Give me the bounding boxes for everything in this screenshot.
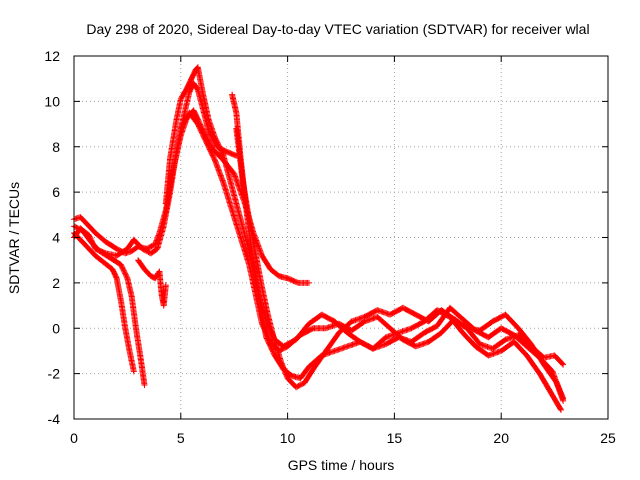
y-tick-label: 4 xyxy=(52,230,60,246)
x-tick-label: 5 xyxy=(177,430,185,446)
series-markers xyxy=(135,257,169,309)
series-arc-1 xyxy=(71,107,312,286)
y-tick-label: 12 xyxy=(44,48,60,64)
y-tick-label: -4 xyxy=(48,411,61,427)
series-arc-7 xyxy=(177,109,567,368)
series-arc-5 xyxy=(135,257,169,309)
x-tick-label: 20 xyxy=(493,430,509,446)
series-arc-9 xyxy=(233,125,567,402)
y-tick-label: 8 xyxy=(52,139,60,155)
chart-title: Day 298 of 2020, Sidereal Day-to-day VTE… xyxy=(86,21,589,37)
axis-ticks: 0 5 10 15 20 25 -4 -2 0 2 4 6 8 10 12 xyxy=(44,48,616,446)
series-markers xyxy=(233,125,567,402)
x-tick-label: 15 xyxy=(387,430,403,446)
y-tick-label: 6 xyxy=(52,184,60,200)
y-tick-label: -2 xyxy=(48,366,61,382)
x-axis-label: GPS time / hours xyxy=(288,457,395,473)
y-axis-label: SDTVAR / TECUs xyxy=(6,182,22,294)
grid xyxy=(74,56,608,419)
x-tick-label: 10 xyxy=(280,430,296,446)
y-tick-label: 0 xyxy=(52,320,60,336)
series-markers xyxy=(71,107,312,286)
series-arc-6 xyxy=(162,64,564,413)
y-tick-label: 2 xyxy=(52,275,60,291)
x-tick-label: 0 xyxy=(70,430,78,446)
series-markers xyxy=(177,109,567,368)
y-tick-label: 10 xyxy=(44,93,60,109)
series-layer xyxy=(71,64,567,413)
series-markers xyxy=(162,64,564,413)
x-tick-label: 25 xyxy=(600,430,616,446)
